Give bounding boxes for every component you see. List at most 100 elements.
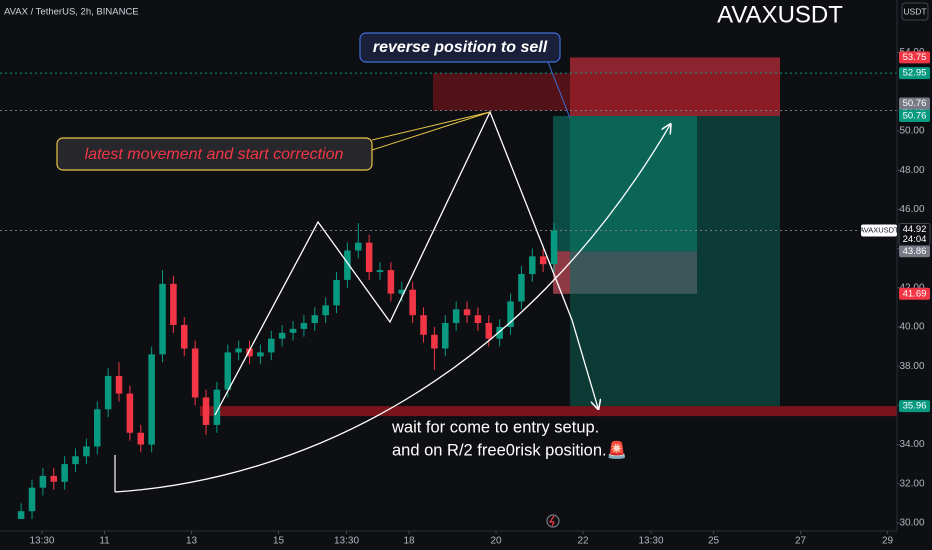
candle-body [83, 446, 90, 457]
y-tick-label: 30.00 [899, 518, 924, 529]
drawings: reverse position to sell latest movement… [56, 32, 670, 528]
replay-icon-bolt [548, 515, 555, 527]
candle-body [322, 305, 329, 316]
x-tick-label: 11 [99, 536, 110, 547]
candle-body [452, 309, 460, 324]
candle-body [420, 315, 427, 335]
candle-body [148, 354, 155, 445]
candles [17, 223, 558, 520]
candle-body [191, 348, 199, 398]
y-tick-label: 34.00 [899, 439, 924, 450]
correction-note-box [56, 137, 373, 171]
candle-body [398, 289, 406, 294]
candle-body [289, 328, 297, 333]
x-tick-label: 25 [708, 536, 720, 547]
candle-body [94, 409, 101, 447]
candle-body [333, 279, 340, 306]
y-tick-label: 46.00 [899, 204, 924, 215]
candle-body [181, 324, 188, 349]
x-tick-label: 18 [403, 536, 415, 547]
price-axis [897, 0, 932, 550]
callout-line [547, 61, 571, 119]
zones [0, 57, 897, 417]
x-tick-label: 15 [273, 536, 285, 547]
candle-body [50, 475, 58, 482]
price-tag [899, 110, 930, 123]
entry-zone [553, 116, 697, 252]
replay-icon[interactable] [546, 514, 560, 528]
candle-body [496, 326, 503, 339]
wait-note: wait for come to entry setup. [391, 418, 599, 436]
currency-button[interactable] [901, 2, 929, 21]
price-tag [899, 287, 930, 300]
candle-body [507, 301, 514, 327]
candle-body [202, 397, 210, 425]
candle-body [268, 338, 275, 353]
candle-body [61, 464, 68, 482]
candle-body [539, 256, 547, 265]
candle-body [300, 323, 308, 329]
candle-body [170, 283, 177, 325]
symbol-tag-label: AVAXUSDT [859, 225, 899, 234]
price-tag-label: 52.95 [903, 68, 927, 79]
sell-note: reverse position to sell [373, 39, 548, 56]
correction-note: latest movement and start correction [85, 146, 344, 163]
price-tag [899, 400, 930, 413]
candle-body [355, 242, 362, 251]
x-tick-label: 13:30 [334, 536, 359, 547]
curve-drawing [114, 125, 670, 493]
candle-body [550, 230, 558, 265]
candle-body [431, 334, 438, 349]
candle-body [376, 270, 384, 273]
y-tick-label: 48.00 [899, 165, 924, 176]
candle-body [246, 348, 253, 357]
currency-button-label: USDT [903, 6, 926, 16]
candle-body [344, 250, 351, 280]
countdown-label: 24:04 [903, 234, 927, 245]
price-tag [899, 97, 930, 110]
candle-body [213, 389, 221, 425]
x-tick-label: 29 [882, 536, 894, 547]
candle-body [474, 315, 482, 324]
price-tag [899, 51, 930, 64]
candle-body [159, 283, 166, 355]
price-tag-label: 50.76 [903, 98, 927, 109]
zigzag-drawing [214, 110, 598, 416]
candle-body [104, 375, 112, 410]
x-tick-label: 13:30 [29, 536, 54, 547]
price-tag-label: 41.69 [903, 288, 927, 299]
support-band [200, 406, 897, 417]
y-tick-label: 32.00 [899, 478, 924, 489]
last-price-label: 44.92 [903, 224, 927, 235]
x-tick-label: 13:30 [639, 536, 664, 547]
x-tick-label: 27 [795, 536, 807, 547]
candle-body [17, 511, 25, 520]
price-tags: 53.7552.9551.0450.7650.7643.8641.6935.96… [859, 51, 931, 413]
sell-note-box [359, 32, 561, 63]
candle-body [257, 352, 264, 357]
candle-body [365, 242, 373, 273]
wait-note: and on R/2 free0risk position.🚨 [392, 440, 627, 459]
price-tag-label: 50.76 [903, 111, 927, 122]
x-tick-label: 13 [186, 536, 198, 547]
candle-body [28, 487, 36, 512]
y-tick-label: 50.00 [899, 126, 924, 137]
watermark: AVAXUSDT [717, 1, 843, 28]
candle-body [224, 352, 232, 390]
price-tag [899, 245, 930, 258]
candle-body [311, 315, 319, 324]
y-tick-label: 38.00 [899, 361, 924, 372]
stop-gray-zone [553, 251, 697, 294]
x-tick-label: 20 [490, 536, 502, 547]
price-tag [899, 67, 930, 80]
y-tick-label: 40.00 [899, 322, 924, 333]
candle-body [387, 270, 395, 294]
price-tag-label: 43.86 [903, 246, 927, 257]
candle-body [278, 332, 286, 339]
callout-line [371, 111, 491, 141]
candle-body [39, 475, 47, 488]
candle-body [409, 289, 416, 316]
price-tag-label: 53.75 [903, 52, 927, 63]
symbol-tag [861, 224, 897, 237]
